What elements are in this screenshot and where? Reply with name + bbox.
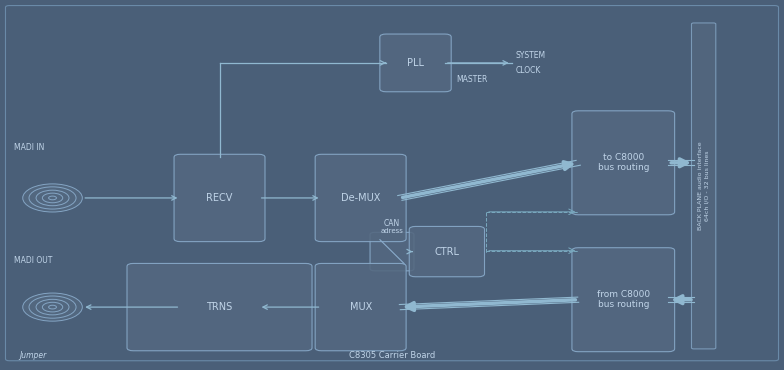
Text: CLOCK: CLOCK <box>516 66 541 75</box>
Text: adress: adress <box>380 228 404 234</box>
FancyBboxPatch shape <box>174 154 265 242</box>
FancyBboxPatch shape <box>572 248 674 352</box>
Ellipse shape <box>23 184 82 212</box>
Text: PLL: PLL <box>407 58 424 68</box>
FancyBboxPatch shape <box>370 232 414 271</box>
Text: TRNS: TRNS <box>206 302 233 312</box>
Text: to C8000
bus routing: to C8000 bus routing <box>597 153 649 172</box>
FancyBboxPatch shape <box>572 111 674 215</box>
Text: MADI OUT: MADI OUT <box>14 256 53 265</box>
Text: MUX: MUX <box>350 302 372 312</box>
Text: De-MUX: De-MUX <box>341 193 380 203</box>
Text: C8305 Carrier Board: C8305 Carrier Board <box>349 352 435 360</box>
FancyBboxPatch shape <box>379 34 452 92</box>
Text: RECV: RECV <box>206 193 233 203</box>
Text: CAN: CAN <box>384 219 400 228</box>
FancyBboxPatch shape <box>691 23 716 349</box>
FancyBboxPatch shape <box>409 226 485 277</box>
Text: from C8000
bus routing: from C8000 bus routing <box>597 290 650 309</box>
FancyBboxPatch shape <box>127 263 312 351</box>
FancyBboxPatch shape <box>315 263 406 351</box>
Text: MADI IN: MADI IN <box>14 144 45 152</box>
Text: SYSTEM: SYSTEM <box>516 51 546 60</box>
Ellipse shape <box>23 293 82 321</box>
Text: MASTER: MASTER <box>456 75 488 84</box>
FancyBboxPatch shape <box>315 154 406 242</box>
Text: Jumper: Jumper <box>20 352 47 360</box>
Text: CTRL: CTRL <box>434 246 459 257</box>
Text: BACK PLANE audio interface
64ch I/O - 32 bus lines: BACK PLANE audio interface 64ch I/O - 32… <box>699 142 709 230</box>
